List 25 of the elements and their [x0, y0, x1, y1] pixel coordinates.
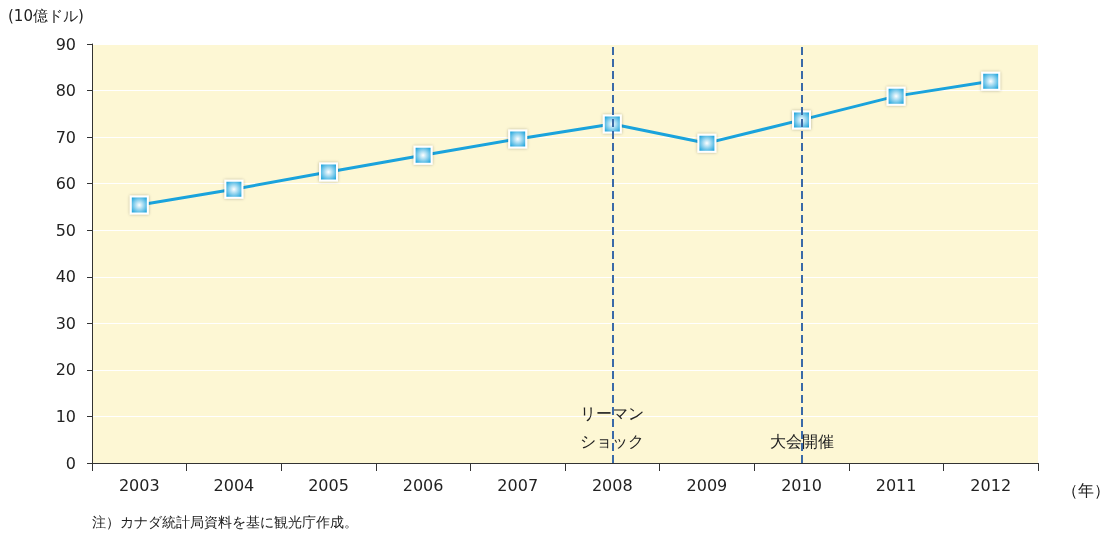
x-tick-label: 2005: [308, 475, 349, 495]
y-tick-label: 90: [55, 34, 76, 54]
x-tick-label: 2007: [497, 475, 539, 495]
y-tick-label: 80: [55, 81, 76, 101]
ref-line-label: リーマンショック: [580, 403, 645, 451]
x-tick-label: 2011: [875, 475, 917, 495]
ref-line-label: 大会開催: [769, 431, 834, 451]
y-tick-label: 50: [55, 220, 76, 240]
y-tick-label: 70: [55, 127, 76, 147]
y-tick-label: 40: [55, 267, 76, 287]
x-tick-label: 2012: [970, 475, 1012, 495]
x-tick-label: 2006: [402, 475, 444, 495]
text: 注）カナダ統計局資料を基に観光庁作成。: [92, 514, 358, 530]
x-tick-label: 2010: [781, 475, 822, 495]
y-tick-label: 20: [55, 360, 76, 380]
y-tick-label: 60: [55, 174, 76, 194]
y-tick-label: 10: [55, 406, 76, 426]
y-axis-title: (10億ドル): [8, 6, 84, 25]
x-tick-label: 2003: [118, 475, 160, 495]
x-tick-label: 2009: [686, 475, 728, 495]
x-tick-label: 2004: [213, 475, 255, 495]
x-axis-title: （年）: [1062, 480, 1106, 500]
y-tick-label: 0: [65, 453, 76, 473]
y-tick-label: 30: [55, 313, 76, 333]
x-tick-label: 2008: [591, 475, 633, 495]
